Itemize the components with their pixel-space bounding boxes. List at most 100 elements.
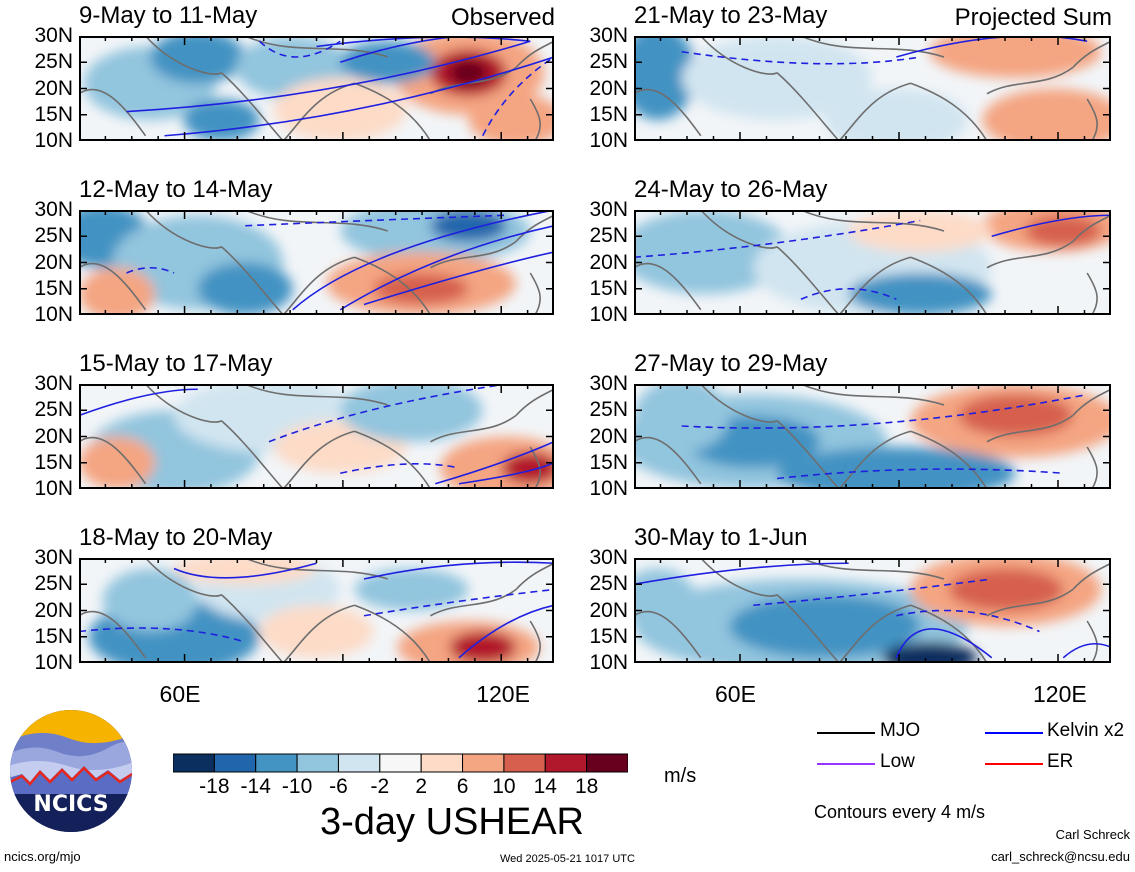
map-panel xyxy=(79,210,554,315)
lat-tick-label: 15N xyxy=(589,102,628,126)
colorbar-swatch xyxy=(462,753,505,773)
shear-region xyxy=(259,605,374,658)
coastline xyxy=(634,262,702,311)
coastline xyxy=(910,82,988,141)
kelvin-contour-negative xyxy=(896,609,1040,633)
lat-tick-label: 15N xyxy=(34,102,73,126)
coastline xyxy=(838,604,911,663)
footer-timestamp: Wed 2025-05-21 1017 UTC xyxy=(500,853,635,865)
kelvin-contour xyxy=(634,562,849,586)
coastline xyxy=(986,66,1074,95)
coastline xyxy=(700,558,778,597)
shear-region xyxy=(958,394,1073,437)
shear-region xyxy=(634,568,696,632)
kelvin-contour xyxy=(173,562,317,579)
kelvin-contour-negative xyxy=(482,56,554,137)
colorbar-tick-label: 14 xyxy=(533,775,557,798)
lat-tick-label: 20N xyxy=(589,76,628,100)
lat-tick-label: 25N xyxy=(589,398,628,422)
coastline xyxy=(354,256,432,315)
kelvin-contour xyxy=(458,604,554,659)
colorbar-swatch xyxy=(586,753,628,773)
lat-tick-label: 30N xyxy=(34,198,73,221)
coastline xyxy=(220,594,284,663)
panel-title: 15-May to 17-May xyxy=(79,350,273,377)
coastline xyxy=(144,384,222,423)
kelvin-contour-negative xyxy=(363,588,554,617)
colorbar-swatch xyxy=(503,753,546,773)
kelvin-contour xyxy=(991,214,1111,238)
colorbar-tick-label: -2 xyxy=(370,775,390,798)
colorbar-tick-label: -14 xyxy=(240,775,271,798)
kelvin-contour xyxy=(292,210,554,311)
colorbar-swatch xyxy=(213,753,257,773)
panel-title: 18-May to 20-May xyxy=(79,524,273,551)
colorbar-tick-label: -18 xyxy=(199,775,230,798)
legend-line-kelvin xyxy=(985,732,1043,734)
lat-tick-label: 25N xyxy=(34,572,73,596)
kelvin-contour-negative xyxy=(634,219,921,259)
lat-tick-label: 30N xyxy=(34,372,73,395)
colorbar-swatch xyxy=(173,753,215,773)
shear-region xyxy=(273,78,407,141)
shear-region xyxy=(183,99,260,141)
coastline xyxy=(430,240,517,269)
coastline xyxy=(986,414,1074,443)
coastline xyxy=(800,384,945,406)
lat-tick-label: 10N xyxy=(34,303,73,326)
shear-region xyxy=(468,93,554,141)
legend-label-low: Low xyxy=(880,751,915,772)
footer-url[interactable]: ncics.org/mjo xyxy=(4,849,81,864)
coastline xyxy=(79,436,147,485)
lat-tick-label: 10N xyxy=(34,477,73,500)
shear-region xyxy=(150,36,246,84)
lat-tick-label: 20N xyxy=(34,76,73,100)
kelvin-contour xyxy=(126,40,531,113)
lat-tick-label: 25N xyxy=(589,50,628,74)
shear-region xyxy=(929,36,1102,78)
shear-region xyxy=(777,447,1016,489)
panel-title: 9-May to 11-May xyxy=(79,2,258,29)
panel-tag: Observed xyxy=(450,4,555,31)
kelvin-contour xyxy=(1062,643,1111,659)
coastline xyxy=(634,610,702,659)
coastline xyxy=(515,388,554,417)
coastline xyxy=(79,88,147,137)
kelvin-contour-negative xyxy=(800,288,897,300)
shear-region xyxy=(982,88,1111,141)
coastline xyxy=(1072,214,1111,243)
coastline xyxy=(282,604,355,663)
coastline xyxy=(1086,98,1098,141)
lat-tick-label: 25N xyxy=(34,50,73,74)
coastline xyxy=(354,430,432,489)
map-panel xyxy=(79,36,554,141)
lon-tick-label: 60E xyxy=(159,681,201,707)
lon-tick-label: 120E xyxy=(476,681,530,707)
kelvin-contour-negative xyxy=(79,627,246,643)
panel-title: 30-May to 1-Jun xyxy=(634,524,808,551)
legend-label-kelvin: Kelvin x2 xyxy=(1047,720,1125,741)
lat-tick-label: 30N xyxy=(34,546,73,569)
panel-title: 27-May to 29-May xyxy=(634,350,828,377)
coastline xyxy=(515,40,554,69)
coastline xyxy=(529,98,541,141)
coastline xyxy=(282,430,355,489)
lat-tick-label: 30N xyxy=(34,24,73,47)
lat-tick-label: 30N xyxy=(589,198,628,221)
kelvin-contour-negative xyxy=(681,393,1088,429)
colorbar-swatch xyxy=(296,753,339,773)
lat-tick-label: 25N xyxy=(34,224,73,248)
lat-tick-label: 20N xyxy=(34,250,73,274)
coastline xyxy=(244,558,389,580)
main-title: 3-day USHEAR xyxy=(320,801,584,843)
coastline xyxy=(700,36,778,75)
colorbar-tick-label: 10 xyxy=(492,775,516,798)
kelvin-contour xyxy=(458,462,554,485)
coastline xyxy=(144,210,222,249)
kelvin-contour-negative xyxy=(753,578,992,607)
coastline xyxy=(1086,620,1098,663)
footer-email[interactable]: carl_schreck@ncsu.edu xyxy=(991,849,1130,864)
shear-region xyxy=(848,210,992,252)
colorbar-tick-label: -6 xyxy=(329,775,348,798)
kelvin-contour xyxy=(435,441,554,485)
